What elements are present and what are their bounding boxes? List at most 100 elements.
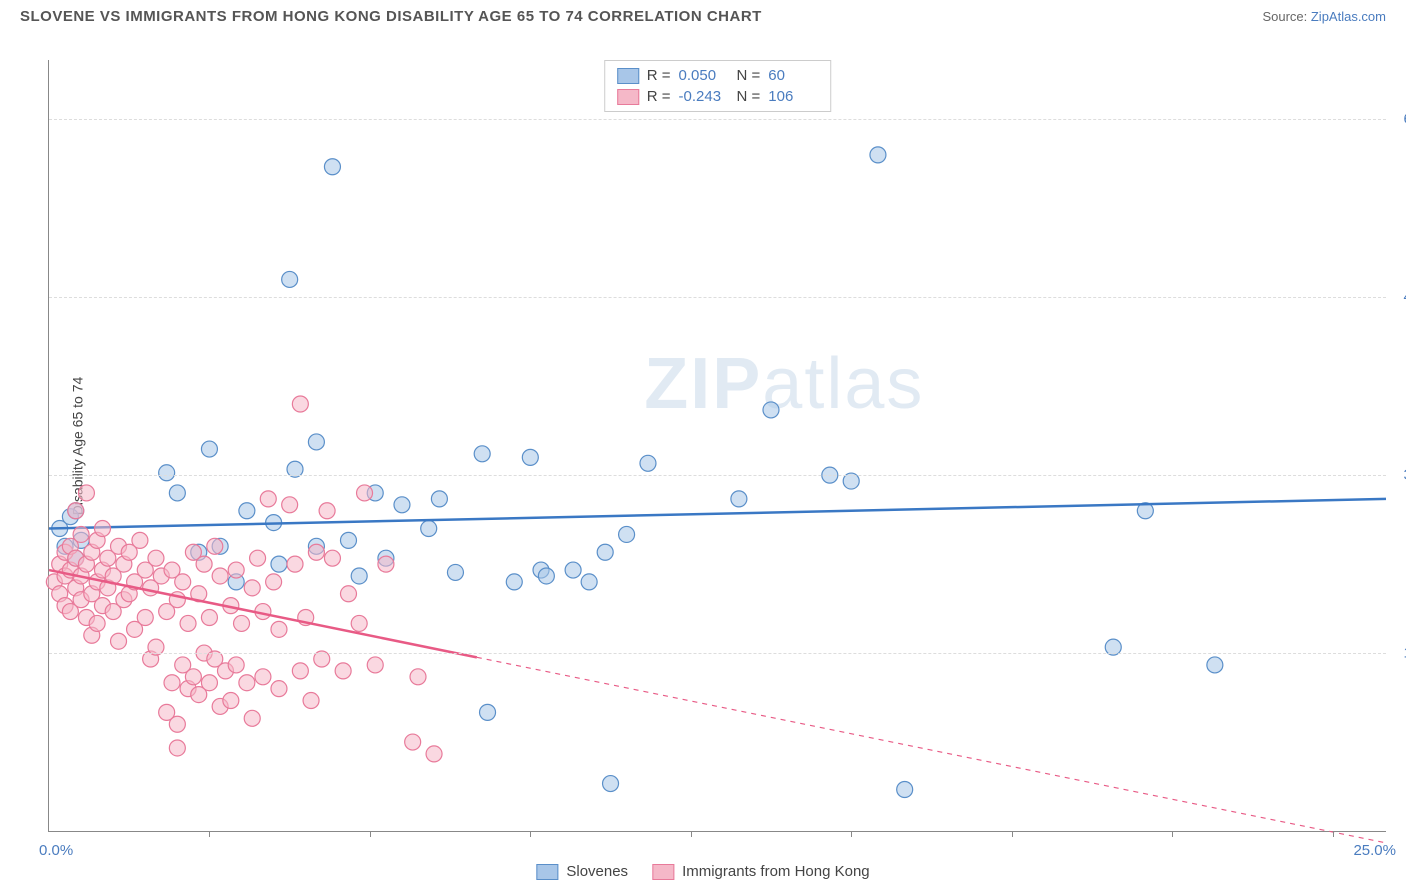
data-point — [597, 544, 613, 560]
data-point — [132, 532, 148, 548]
data-point — [474, 446, 490, 462]
data-point — [180, 615, 196, 631]
data-point — [175, 574, 191, 590]
source-attribution: Source: ZipAtlas.com — [1262, 9, 1386, 24]
n-value-2: 106 — [768, 88, 818, 105]
legend-label-1: Slovenes — [566, 863, 628, 880]
gridline — [49, 475, 1386, 476]
series-legend: Slovenes Immigrants from Hong Kong — [536, 863, 869, 880]
correlation-legend: R = 0.050 N = 60 R = -0.243 N = 106 — [604, 60, 832, 112]
data-point — [763, 402, 779, 418]
data-point — [367, 657, 383, 673]
data-point — [282, 271, 298, 287]
x-tick — [1333, 831, 1334, 837]
data-point — [426, 746, 442, 762]
data-point — [538, 568, 554, 584]
data-point — [271, 556, 287, 572]
data-point — [89, 615, 105, 631]
data-point — [506, 574, 522, 590]
data-point — [266, 574, 282, 590]
data-point — [324, 159, 340, 175]
data-point — [357, 485, 373, 501]
data-point — [351, 615, 367, 631]
data-point — [164, 675, 180, 691]
n-value-1: 60 — [768, 67, 818, 84]
data-point — [169, 716, 185, 732]
data-point — [68, 503, 84, 519]
data-point — [94, 521, 110, 537]
data-point — [340, 586, 356, 602]
data-point — [292, 663, 308, 679]
y-tick-label: 60.0% — [1391, 111, 1406, 128]
data-point — [239, 675, 255, 691]
swatch-series-1 — [617, 68, 639, 84]
scatter-svg — [49, 60, 1386, 831]
data-point — [565, 562, 581, 578]
data-point — [244, 580, 260, 596]
data-point — [212, 568, 228, 584]
data-point — [431, 491, 447, 507]
x-tick — [530, 831, 531, 837]
data-point — [619, 526, 635, 542]
data-point — [394, 497, 410, 513]
data-point — [137, 609, 153, 625]
plot-region: ZIPatlas R = 0.050 N = 60 R = -0.243 N =… — [48, 60, 1386, 832]
data-point — [185, 669, 201, 685]
legend-label-2: Immigrants from Hong Kong — [682, 863, 870, 880]
x-axis-min-label: 0.0% — [39, 842, 73, 859]
data-point — [201, 441, 217, 457]
data-point — [196, 556, 212, 572]
data-point — [159, 465, 175, 481]
data-point — [148, 550, 164, 566]
swatch-1 — [536, 864, 558, 880]
data-point — [255, 669, 271, 685]
data-point — [335, 663, 351, 679]
data-point — [271, 681, 287, 697]
r-value-1: 0.050 — [679, 67, 729, 84]
data-point — [640, 455, 656, 471]
trend-line-extrapolated — [477, 657, 1386, 843]
r-value-2: -0.243 — [679, 88, 729, 105]
data-point — [239, 503, 255, 519]
data-point — [228, 657, 244, 673]
data-point — [897, 781, 913, 797]
data-point — [522, 449, 538, 465]
data-point — [410, 669, 426, 685]
legend-row-series-1: R = 0.050 N = 60 — [617, 65, 819, 86]
data-point — [78, 485, 94, 501]
chart-area: ZIPatlas R = 0.050 N = 60 R = -0.243 N =… — [48, 60, 1386, 832]
legend-row-series-2: R = -0.243 N = 106 — [617, 86, 819, 107]
data-point — [303, 693, 319, 709]
data-point — [308, 544, 324, 560]
data-point — [870, 147, 886, 163]
x-tick — [851, 831, 852, 837]
data-point — [244, 710, 260, 726]
data-point — [292, 396, 308, 412]
swatch-2 — [652, 864, 674, 880]
x-tick — [1172, 831, 1173, 837]
gridline — [49, 297, 1386, 298]
source-link[interactable]: ZipAtlas.com — [1311, 9, 1386, 24]
data-point — [234, 615, 250, 631]
data-point — [340, 532, 356, 548]
data-point — [378, 556, 394, 572]
data-point — [319, 503, 335, 519]
data-point — [287, 556, 303, 572]
data-point — [228, 562, 244, 578]
data-point — [260, 491, 276, 507]
data-point — [73, 526, 89, 542]
chart-title: SLOVENE VS IMMIGRANTS FROM HONG KONG DIS… — [20, 8, 762, 25]
x-tick — [1012, 831, 1013, 837]
data-point — [351, 568, 367, 584]
y-tick-label: 45.0% — [1391, 289, 1406, 306]
x-axis-max-label: 25.0% — [1353, 842, 1396, 859]
data-point — [282, 497, 298, 513]
data-point — [480, 704, 496, 720]
gridline — [49, 653, 1386, 654]
data-point — [271, 621, 287, 637]
legend-item-2: Immigrants from Hong Kong — [652, 863, 870, 880]
data-point — [1207, 657, 1223, 673]
data-point — [324, 550, 340, 566]
gridline — [49, 119, 1386, 120]
data-point — [201, 609, 217, 625]
